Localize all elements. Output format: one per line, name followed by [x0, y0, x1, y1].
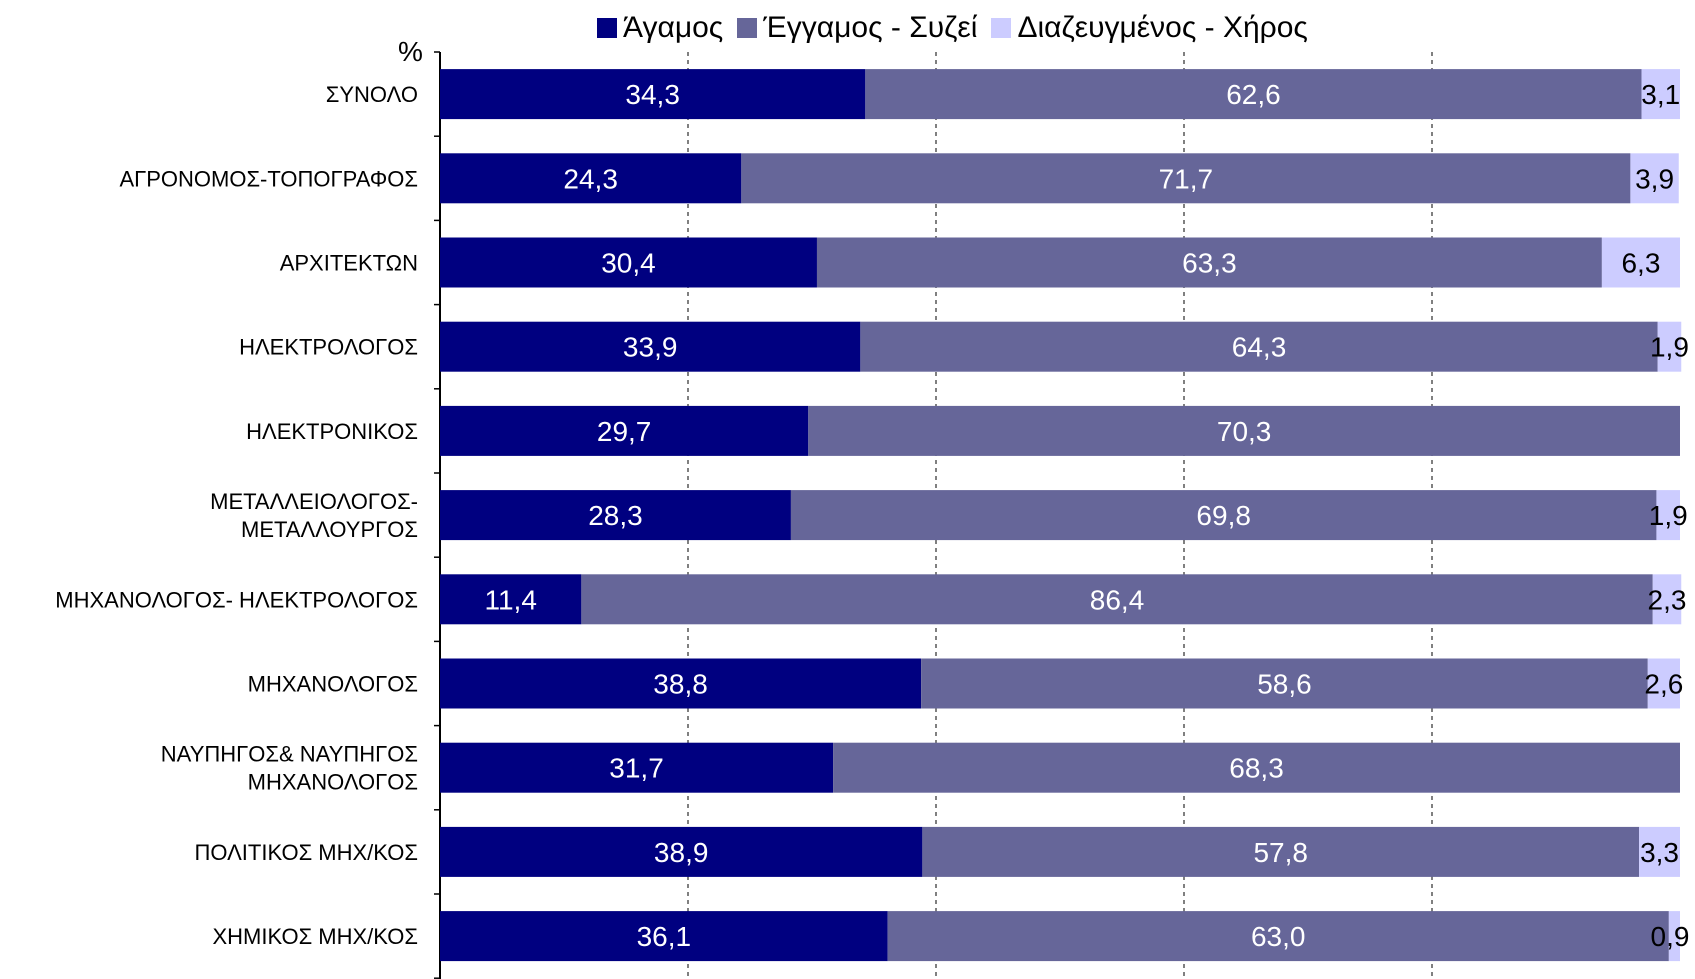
legend-item-married: Έγγαμος - Συζεί	[737, 11, 977, 45]
bar-segment	[1668, 911, 1680, 962]
data-label: 38,8	[653, 669, 708, 700]
bar-segment	[440, 153, 742, 204]
data-label: 31,7	[609, 753, 664, 784]
legend-label-married: Έγγαμος - Συζεί	[763, 11, 978, 44]
data-label: 62,6	[1226, 79, 1281, 110]
data-label: 68,3	[1229, 753, 1284, 784]
legend-swatch-married	[737, 18, 758, 38]
category-label: ΑΓΡΟΝΟΜΟΣ-ΤΟΠΟΓΡΑΦΟΣ	[119, 166, 418, 191]
category-label: ΗΛΕΚΤΡΟΝΙΚΟΣ	[246, 419, 418, 444]
bar-segment	[833, 742, 1680, 793]
category-label: ΝΑΥΠΗΓΟΣ& ΝΑΥΠΗΓΟΣ ΜΗΧΑΝΟΛΟΓΟΣ	[161, 742, 418, 795]
category-label: ΜΗΧΑΝΟΛΟΓΟΣ- ΗΛΕΚΤΡΟΛΟΓΟΣ	[55, 587, 418, 612]
data-label: 34,3	[625, 79, 680, 110]
bar-segment	[790, 490, 1657, 541]
data-label: 3,3	[1640, 837, 1679, 868]
bar-segment	[1647, 658, 1680, 709]
bar-segment	[440, 237, 817, 288]
category-label: ΣΥΝΟΛΟ	[326, 82, 418, 107]
data-label: 36,1	[637, 921, 692, 952]
bar-segment	[741, 153, 1631, 204]
bar-segment	[1630, 153, 1679, 204]
bar-segment	[865, 69, 1642, 120]
data-label: 28,3	[588, 500, 643, 531]
bar-segment	[922, 826, 1640, 877]
category-label: ΜΕΤΑΛΛΕΙΟΛΟΓΟΣ- ΜΕΤΑΛΛΟΥΡΓΟΣ	[210, 489, 418, 542]
data-label: 71,7	[1159, 163, 1214, 194]
category-label: ΧΗΜΙΚΟΣ ΜΗΧ/ΚΟΣ	[212, 924, 418, 949]
bar-segment	[440, 405, 809, 456]
category-label: ΑΡΧΙΤΕΚΤΩΝ	[280, 251, 418, 276]
data-label: 38,9	[654, 837, 709, 868]
category-label-line: ΠΟΛΙΤΙΚΟΣ ΜΗΧ/ΚΟΣ	[195, 840, 419, 865]
data-label: 58,6	[1257, 669, 1312, 700]
bar-segment	[887, 911, 1669, 962]
data-label: 0,9	[1651, 921, 1690, 952]
data-label: 63,0	[1251, 921, 1306, 952]
bar-segment	[1601, 237, 1680, 288]
data-label: 3,1	[1641, 79, 1680, 110]
data-label: 30,4	[601, 248, 656, 279]
category-label-line: ΜΕΤΑΛΛΕΙΟΛΟΓΟΣ-	[210, 489, 418, 514]
legend-swatch-single	[597, 18, 617, 38]
category-label-line: ΜΗΧΑΝΟΛΟΓΟΣ	[248, 672, 418, 697]
data-label: 29,7	[597, 416, 652, 447]
data-label: 2,3	[1648, 584, 1687, 615]
data-label: 86,4	[1090, 584, 1145, 615]
bar-segment	[440, 490, 791, 541]
data-label: 24,3	[563, 163, 618, 194]
category-label-line: ΜΗΧΑΝΟΛΟΓΟΣ	[248, 770, 418, 795]
data-label: 1,9	[1650, 332, 1689, 363]
bar-segment	[1652, 574, 1682, 625]
bar-segment	[1656, 490, 1680, 541]
data-label: 70,3	[1217, 416, 1272, 447]
bar-segment	[1641, 69, 1680, 120]
bar-segment	[581, 574, 1653, 625]
legend-swatch-divorced-widowed	[991, 18, 1012, 38]
bar-segment	[440, 742, 834, 793]
data-label: 11,4	[484, 584, 536, 615]
bar-segment	[816, 237, 1602, 288]
category-label-line: ΑΓΡΟΝΟΜΟΣ-ΤΟΠΟΓΡΑΦΟΣ	[119, 166, 418, 191]
data-label: 3,9	[1635, 163, 1674, 194]
bar-segment	[440, 911, 888, 962]
data-label: 33,9	[623, 332, 678, 363]
legend-item-single: Άγαμος	[597, 11, 723, 45]
bar-segment	[1657, 321, 1682, 372]
legend-label-divorced-widowed: Διαζευγμένος - Χήρος	[1017, 11, 1308, 44]
category-label: ΠΟΛΙΤΙΚΟΣ ΜΗΧ/ΚΟΣ	[195, 840, 419, 865]
data-label: 1,9	[1649, 500, 1688, 531]
bar-segment	[808, 405, 1680, 456]
category-label-line: ΗΛΕΚΤΡΟΛΟΓΟΣ	[239, 335, 418, 360]
bar-segment	[440, 69, 866, 120]
category-label-line: ΝΑΥΠΗΓΟΣ& ΝΑΥΠΗΓΟΣ	[161, 742, 418, 767]
bar-segment	[440, 574, 582, 625]
bar-segment	[440, 321, 861, 372]
bar-segment	[440, 826, 923, 877]
data-label: 69,8	[1196, 500, 1251, 531]
category-label-line: ΣΥΝΟΛΟ	[326, 82, 418, 107]
bar-segment	[440, 658, 922, 709]
data-label: 64,3	[1232, 332, 1287, 363]
bar-segment	[921, 658, 1648, 709]
bar-segment	[1639, 826, 1680, 877]
category-label-line: ΜΗΧΑΝΟΛΟΓΟΣ- ΗΛΕΚΤΡΟΛΟΓΟΣ	[55, 587, 418, 612]
data-label: 63,3	[1182, 248, 1237, 279]
category-label-line: ΑΡΧΙΤΕΚΤΩΝ	[280, 251, 418, 276]
category-label: ΗΛΕΚΤΡΟΛΟΓΟΣ	[239, 335, 418, 360]
category-label: ΜΗΧΑΝΟΛΟΓΟΣ	[248, 672, 418, 697]
bar-segment	[860, 321, 1658, 372]
category-label-line: ΜΕΤΑΛΛΟΥΡΓΟΣ	[241, 517, 418, 542]
legend-label-single: Άγαμος	[623, 11, 724, 44]
legend-item-divorced-widowed: Διαζευγμένος - Χήρος	[991, 11, 1308, 45]
category-label-line: ΧΗΜΙΚΟΣ ΜΗΧ/ΚΟΣ	[212, 924, 418, 949]
data-label: 57,8	[1253, 837, 1308, 868]
data-label: 6,3	[1621, 248, 1660, 279]
category-label-line: ΗΛΕΚΤΡΟΝΙΚΟΣ	[246, 419, 418, 444]
data-label: 2,6	[1644, 669, 1683, 700]
unit-label: %	[398, 36, 423, 67]
legend: Άγαμος Έγγαμος - Συζεί Διαζευγμένος - Χή…	[597, 8, 1308, 48]
